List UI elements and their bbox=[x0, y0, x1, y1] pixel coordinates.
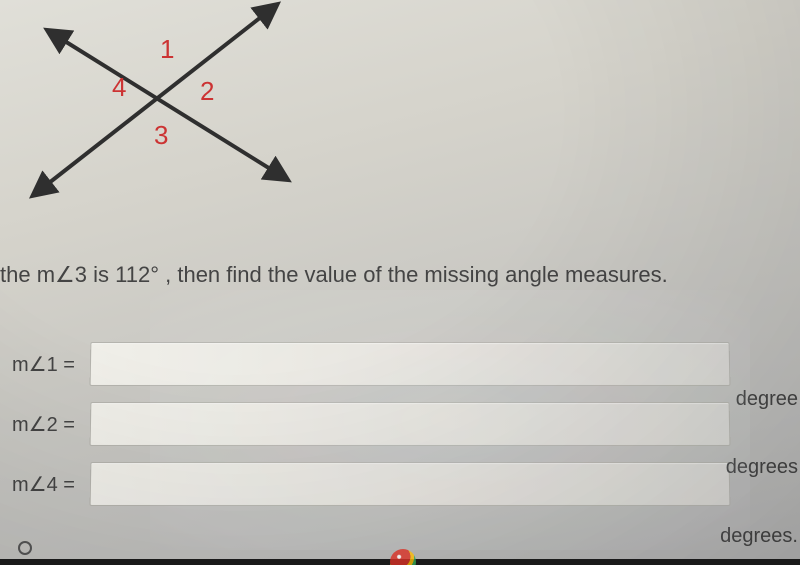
diagram-svg bbox=[0, 0, 300, 230]
question-suffix: , then find the value of the missing ang… bbox=[159, 262, 668, 287]
answer-input-1[interactable] bbox=[90, 342, 731, 386]
label-suffix: = bbox=[58, 474, 75, 496]
question-prefix: the m bbox=[0, 262, 55, 287]
angle-label-3: 3 bbox=[154, 120, 168, 151]
angle-label-1: 1 bbox=[160, 34, 174, 65]
label-prefix: m bbox=[12, 414, 29, 436]
answer-label-1: m∠1 = bbox=[12, 352, 90, 377]
angle-symbol: ∠ bbox=[55, 262, 75, 287]
unit-label-2: degrees bbox=[726, 456, 798, 479]
angle-label-4: 4 bbox=[112, 72, 126, 103]
answer-row-2: m∠2 = bbox=[0, 402, 800, 446]
answer-label-2: m∠2 = bbox=[12, 412, 90, 437]
diagram-line-1 bbox=[40, 10, 270, 190]
answer-row-1: m∠1 = bbox=[0, 342, 800, 386]
chrome-icon bbox=[390, 549, 416, 565]
label-prefix: m bbox=[12, 354, 29, 376]
radio-indicator-icon[interactable] bbox=[18, 541, 32, 555]
label-suffix: = bbox=[58, 414, 75, 436]
label-suffix: = bbox=[58, 354, 75, 376]
angle-label-2: 2 bbox=[200, 76, 214, 107]
answer-row-3: m∠4 = bbox=[0, 462, 800, 506]
angle-symbol-icon: ∠ bbox=[29, 354, 47, 376]
question-text: the m∠3 is 112° , then find the value of… bbox=[0, 262, 800, 288]
degree-symbol: ° bbox=[150, 262, 159, 287]
question-mid: is 112 bbox=[87, 262, 150, 287]
label-angle-num: 4 bbox=[47, 474, 58, 496]
answer-label-3: m∠4 = bbox=[12, 472, 90, 497]
angle-symbol-icon: ∠ bbox=[29, 414, 47, 436]
answer-input-3[interactable] bbox=[90, 462, 731, 506]
answer-rows: m∠1 = m∠2 = m∠4 = bbox=[0, 342, 800, 522]
label-angle-num: 2 bbox=[47, 414, 58, 436]
angle-symbol-icon: ∠ bbox=[29, 474, 47, 496]
unit-label-3: degrees. bbox=[720, 525, 798, 548]
unit-label-1: degree bbox=[736, 388, 798, 411]
label-angle-num: 1 bbox=[47, 354, 58, 376]
label-prefix: m bbox=[12, 474, 29, 496]
answer-input-2[interactable] bbox=[90, 402, 731, 446]
question-angle-ref: 3 bbox=[75, 262, 87, 287]
intersecting-lines-diagram: 1 2 3 4 bbox=[0, 0, 300, 230]
